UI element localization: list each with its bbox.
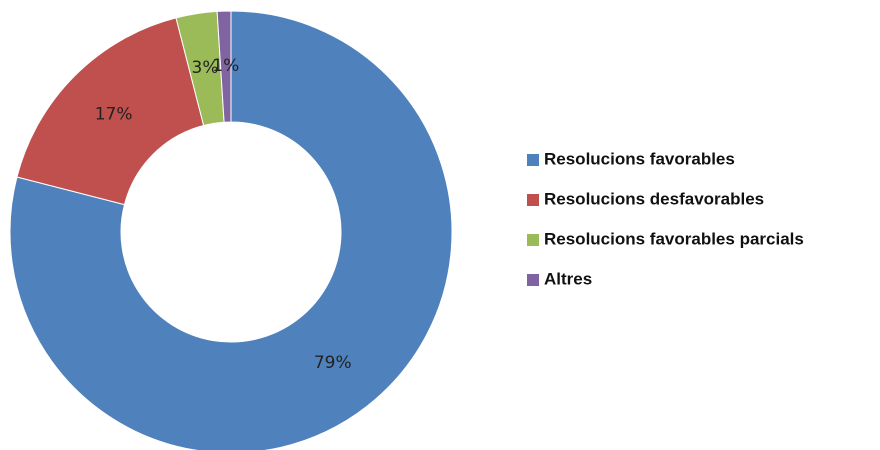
value-label: 1%: [212, 56, 239, 76]
legend-swatch: [527, 194, 539, 206]
value-label: 17%: [95, 105, 133, 125]
legend-label: Resolucions desfavorables: [544, 189, 764, 208]
legend-swatch: [527, 234, 539, 246]
legend-swatch: [527, 154, 539, 166]
slice: [216, 10, 232, 123]
value-label: 79%: [314, 353, 352, 373]
legend-label: Altres: [544, 269, 592, 288]
slice: [9, 10, 453, 450]
legend-swatch: [527, 274, 539, 286]
legend-label: Resolucions favorables: [544, 149, 735, 168]
slice: [16, 17, 205, 206]
value-label: 3%: [192, 58, 219, 78]
legend-label: Resolucions favorables parcials: [544, 229, 804, 248]
